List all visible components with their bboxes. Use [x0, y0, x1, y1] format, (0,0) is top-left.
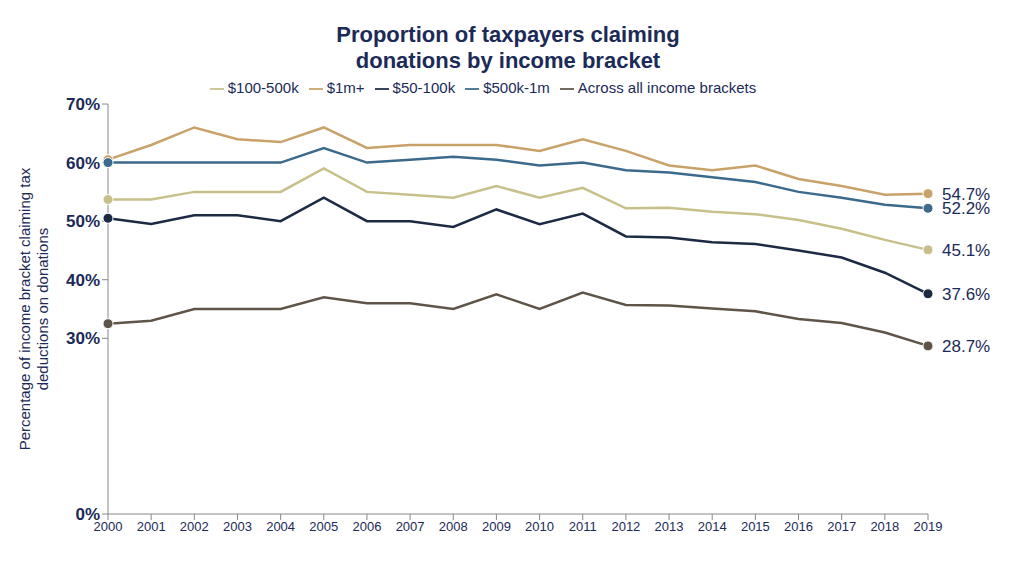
svg-text:2006: 2006: [352, 519, 381, 534]
html-text:$500k-1m: $500k-1m: [483, 79, 550, 96]
html-text:Proportion of taxpayers claimi: Proportion of taxpayers claiming donatio…: [336, 22, 680, 73]
svg-text:2016: 2016: [784, 519, 813, 534]
svg-text:28.7%: 28.7%: [942, 337, 990, 356]
svg-text:2012: 2012: [611, 519, 640, 534]
svg-text:Percentage of income bracket c: Percentage of income bracket claiming ta…: [16, 167, 51, 450]
svg-text:2008: 2008: [439, 519, 468, 534]
svg-text:2014: 2014: [698, 519, 727, 534]
svg-text:2007: 2007: [396, 519, 425, 534]
svg-text:2004: 2004: [266, 519, 295, 534]
svg-text:2001: 2001: [137, 519, 166, 534]
svg-text:2011: 2011: [569, 519, 597, 534]
svg-text:50%: 50%: [66, 212, 100, 231]
html-text:Across all income brackets: Across all income brackets: [577, 79, 757, 96]
svg-text:2013: 2013: [655, 519, 684, 534]
html-text:$1m+: $1m+: [326, 79, 365, 96]
svg-text:2015: 2015: [741, 519, 770, 534]
svg-text:2017: 2017: [827, 519, 856, 534]
html-text:$50-100k: $50-100k: [392, 79, 456, 96]
svg-text:70%: 70%: [66, 95, 100, 114]
svg-text:30%: 30%: [66, 329, 100, 348]
svg-text:2005: 2005: [309, 519, 338, 534]
svg-text:54.7%: 54.7%: [942, 184, 991, 204]
svg-text:45.1%: 45.1%: [942, 241, 990, 260]
html-text:$100-500k: $100-500k: [227, 79, 299, 96]
svg-text:52.2%: 52.2%: [942, 199, 990, 218]
svg-text:2018: 2018: [870, 519, 899, 534]
svg-text:2000: 2000: [93, 519, 123, 535]
svg-text:2009: 2009: [482, 519, 511, 534]
svg-text:2003: 2003: [223, 519, 252, 534]
svg-text:0%: 0%: [75, 505, 100, 524]
svg-text:60%: 60%: [66, 154, 100, 173]
svg-text:37.6%: 37.6%: [942, 285, 990, 304]
svg-text:40%: 40%: [66, 271, 100, 290]
svg-text:2010: 2010: [525, 519, 554, 534]
svg-text:2019: 2019: [914, 519, 943, 534]
svg-text:2002: 2002: [180, 519, 209, 534]
